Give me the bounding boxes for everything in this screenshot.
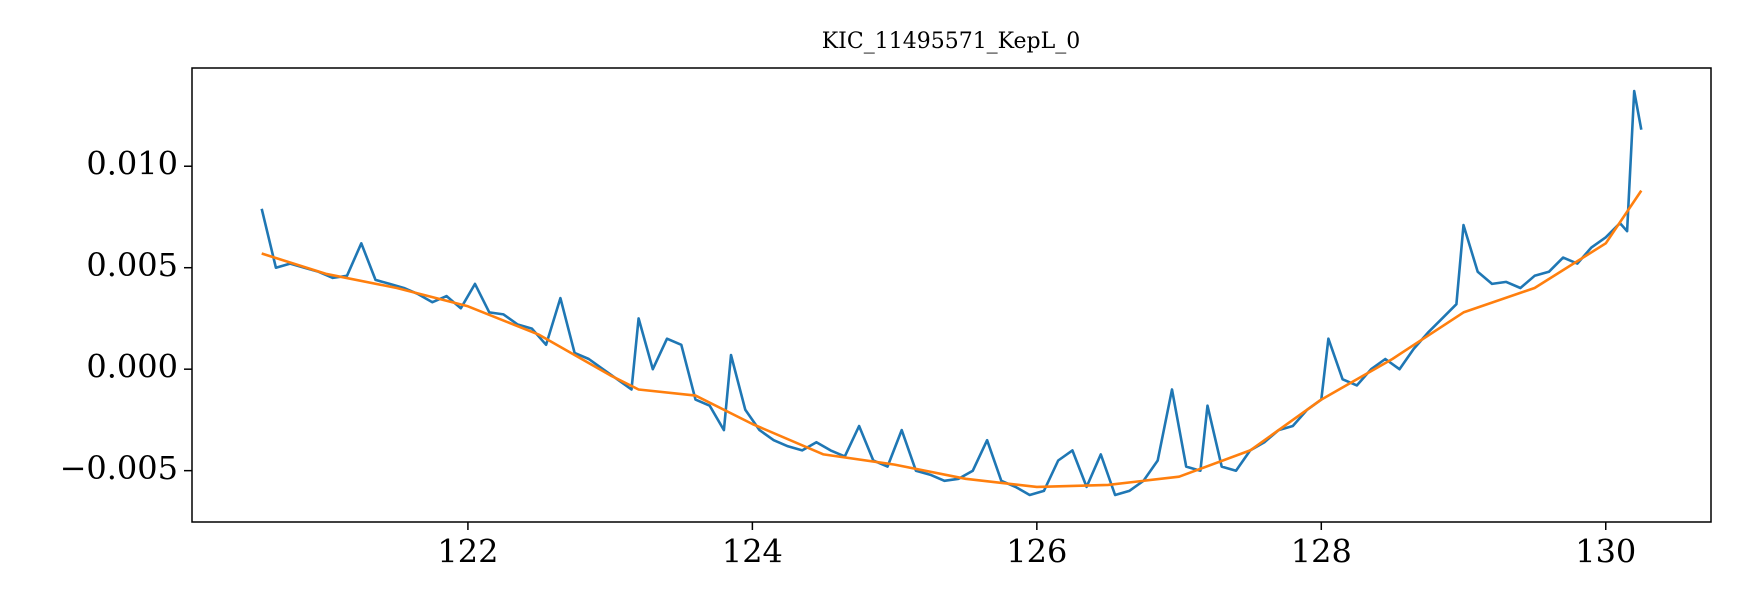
x-tick-label: 130: [1575, 533, 1636, 571]
plot-frame: [191, 67, 1712, 523]
data-line: [260, 89, 1643, 497]
x-tick-label: 126: [1006, 533, 1067, 571]
x-tick-label: 124: [722, 533, 783, 571]
data-line: [261, 189, 1643, 489]
x-tick-label: 122: [437, 533, 498, 571]
chart-title: KIC_11495571_KepL_0: [822, 29, 1081, 54]
y-tick-label: 0.005: [86, 246, 178, 284]
y-tick-label: 0.000: [86, 348, 178, 386]
x-tick-label: 128: [1291, 533, 1352, 571]
y-tick-label: 0.010: [86, 145, 178, 183]
y-tick-label: −0.005: [60, 449, 178, 487]
